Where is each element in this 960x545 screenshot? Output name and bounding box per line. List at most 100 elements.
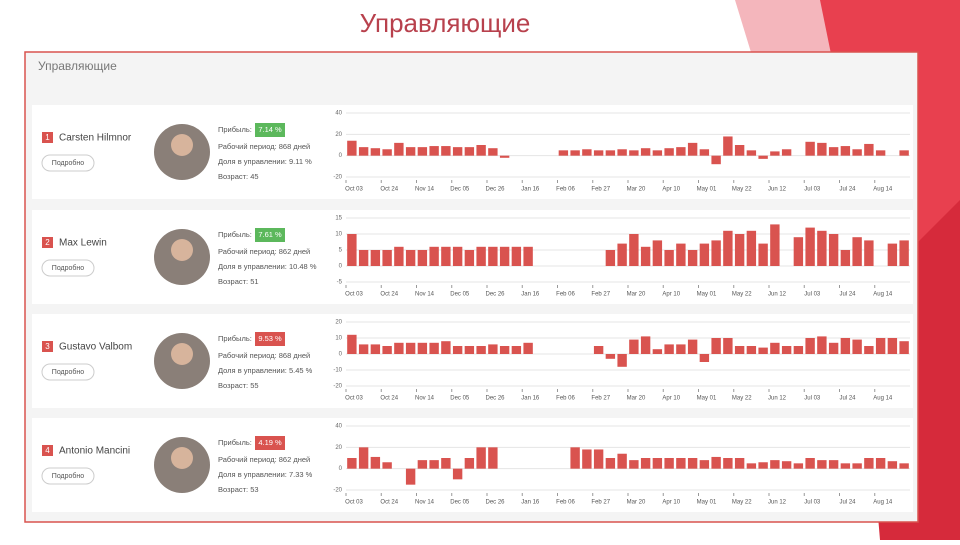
bar xyxy=(382,250,392,266)
profit-badge xyxy=(255,123,285,137)
bar xyxy=(570,447,580,469)
bar xyxy=(347,140,357,156)
bar xyxy=(499,155,510,158)
details-button-label[interactable]: Подробно xyxy=(52,264,85,272)
bar xyxy=(770,224,780,266)
x-tick-label: Aug 14 xyxy=(873,292,893,298)
bar xyxy=(793,346,804,354)
profit-label: Прибыль: xyxy=(218,438,252,447)
bar xyxy=(511,246,522,266)
bar xyxy=(852,149,862,156)
details-button-label[interactable]: Подробно xyxy=(52,159,85,167)
bar xyxy=(852,339,862,354)
bar xyxy=(593,150,604,156)
x-tick-label: Oct 24 xyxy=(380,500,398,506)
rank-badge xyxy=(42,445,53,456)
bar xyxy=(640,246,651,266)
bar xyxy=(499,246,510,266)
bar xyxy=(746,346,757,354)
details-button-label[interactable]: Подробно xyxy=(52,368,85,376)
details-button[interactable] xyxy=(41,363,95,381)
bar xyxy=(605,250,616,266)
bar xyxy=(347,458,357,469)
details-button[interactable] xyxy=(41,259,95,277)
y-tick-label: 10 xyxy=(335,232,342,238)
x-tick-label: May 01 xyxy=(697,500,717,506)
details-button[interactable] xyxy=(41,467,95,485)
bar xyxy=(429,342,439,354)
bar xyxy=(464,458,475,469)
bar xyxy=(441,246,451,266)
bar xyxy=(887,243,898,266)
bar xyxy=(617,354,627,367)
bar xyxy=(664,344,674,354)
bar xyxy=(558,150,569,156)
work-period: Рабочий период: 862 дней xyxy=(218,247,310,256)
profit-label: Прибыль: xyxy=(218,125,252,134)
x-tick-label: Jul 03 xyxy=(804,292,821,298)
bar xyxy=(593,346,604,354)
details-button[interactable] xyxy=(41,154,95,172)
x-tick-label: Aug 14 xyxy=(873,187,893,193)
bar xyxy=(699,354,710,362)
bar xyxy=(734,145,745,156)
x-tick-label: Apr 10 xyxy=(662,396,680,402)
y-tick-label: 20 xyxy=(335,445,342,451)
y-tick-label: 0 xyxy=(339,352,343,358)
y-tick-label: 15 xyxy=(335,216,342,222)
photo-face xyxy=(171,447,193,469)
bar xyxy=(605,458,616,469)
x-tick-label: Feb 06 xyxy=(556,292,575,298)
photo-face xyxy=(171,239,193,261)
profit-badge xyxy=(255,332,285,346)
bar xyxy=(734,234,745,266)
x-tick-label: Jul 03 xyxy=(804,500,821,506)
bar xyxy=(770,151,780,156)
bar xyxy=(394,342,404,354)
x-tick-label: Feb 06 xyxy=(556,396,575,402)
bar xyxy=(781,461,792,469)
bar xyxy=(828,460,839,469)
bar xyxy=(452,468,463,480)
bar xyxy=(476,145,486,156)
x-tick-label: Oct 24 xyxy=(380,292,398,298)
profit-label: Прибыль: xyxy=(218,334,252,343)
bar xyxy=(640,336,651,354)
manager-name: Carsten Hilmnor xyxy=(59,133,132,144)
bar xyxy=(828,147,839,156)
y-tick-label: -20 xyxy=(333,384,342,390)
x-tick-label: Jan 16 xyxy=(521,396,540,402)
x-tick-label: Jul 24 xyxy=(839,292,856,298)
bar xyxy=(488,447,498,469)
profit-value: 9.53 % xyxy=(258,334,282,343)
bar xyxy=(805,338,815,354)
x-tick-label: Jul 03 xyxy=(804,396,821,402)
bar xyxy=(864,346,874,354)
x-tick-label: Jul 24 xyxy=(839,187,856,193)
bar xyxy=(441,341,451,354)
bar xyxy=(676,458,686,469)
bar xyxy=(758,155,768,159)
x-tick-label: Feb 27 xyxy=(591,396,610,402)
bar xyxy=(358,447,369,469)
x-tick-label: Oct 24 xyxy=(380,187,398,193)
bar xyxy=(781,149,792,156)
details-button-label[interactable]: Подробно xyxy=(52,472,85,480)
y-tick-label: -10 xyxy=(333,368,342,374)
work-period: Рабочий период: 862 дней xyxy=(218,455,310,464)
rank: 4 xyxy=(45,446,50,455)
x-tick-label: Oct 03 xyxy=(345,396,363,402)
y-tick-label: -5 xyxy=(337,280,343,286)
y-tick-label: 10 xyxy=(335,336,342,342)
bar xyxy=(676,147,686,156)
bar xyxy=(511,346,522,354)
x-tick-label: Oct 03 xyxy=(345,292,363,298)
x-tick-label: Jun 12 xyxy=(768,292,787,298)
photo-face xyxy=(171,134,193,156)
bar xyxy=(452,346,463,354)
bar xyxy=(828,234,839,266)
bar xyxy=(899,240,909,266)
bar xyxy=(746,463,757,469)
x-tick-label: Dec 26 xyxy=(485,292,505,298)
x-tick-label: Mar 20 xyxy=(627,292,646,298)
